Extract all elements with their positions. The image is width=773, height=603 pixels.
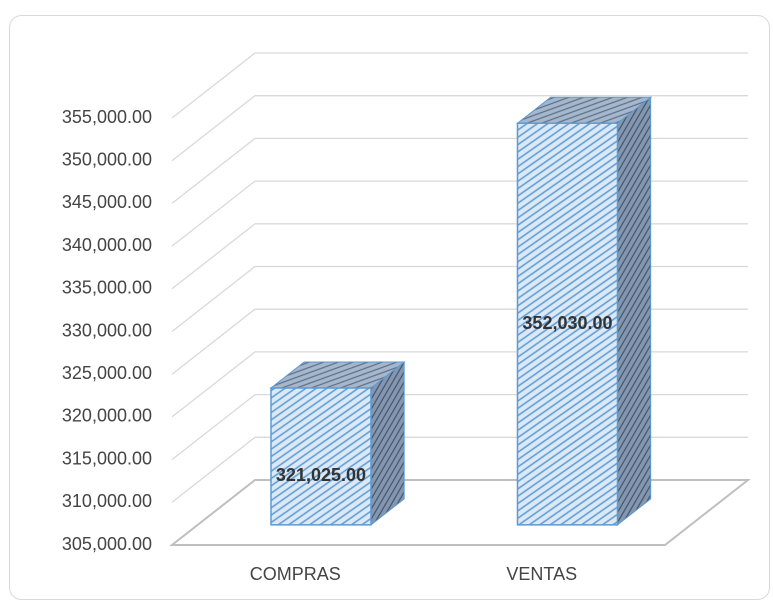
y-tick-label: 330,000.00 (62, 320, 152, 340)
floor (169, 479, 751, 546)
data-label: 352,030.00 (522, 313, 612, 333)
data-label: 321,025.00 (276, 465, 366, 485)
y-tick-label: 335,000.00 (62, 278, 152, 298)
y-tick-label: 340,000.00 (62, 235, 152, 255)
y-tick-label: 350,000.00 (62, 149, 152, 169)
y-tick-label: 305,000.00 (62, 534, 152, 554)
grid-line (171, 95, 748, 162)
x-tick-label: COMPRAS (250, 564, 341, 584)
y-tick-label: 345,000.00 (62, 192, 152, 212)
y-tick-label: 325,000.00 (62, 363, 152, 383)
y-tick-label: 310,000.00 (62, 491, 152, 511)
bar-side (616, 96, 652, 526)
grid-line (171, 52, 748, 119)
y-tick-label: 355,000.00 (62, 107, 152, 127)
bar (516, 122, 619, 526)
chart-border (9, 15, 770, 600)
bar (270, 387, 372, 526)
bar-side (370, 360, 405, 526)
y-tick-label: 315,000.00 (62, 448, 152, 468)
y-tick-label: 320,000.00 (62, 406, 152, 426)
x-tick-label: VENTAS (506, 564, 577, 584)
